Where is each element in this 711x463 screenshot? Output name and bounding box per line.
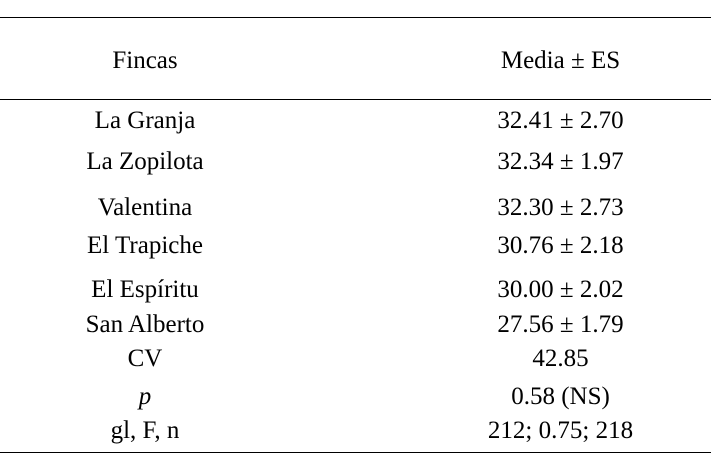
stat-label: CV bbox=[127, 345, 163, 372]
media-value: 30.00 ± 2.02 bbox=[497, 276, 624, 303]
table-row: La Granja 32.41 ± 2.70 bbox=[0, 104, 711, 138]
table-bottom-rule bbox=[0, 452, 711, 453]
finca-name: San Alberto bbox=[85, 311, 205, 338]
table-row: El Trapiche 30.76 ± 2.18 bbox=[0, 229, 711, 263]
stat-value: 0.58 (NS) bbox=[511, 383, 610, 410]
finca-name: El Espíritu bbox=[91, 276, 199, 303]
stat-label: gl, F, n bbox=[110, 417, 180, 444]
table-top-rule bbox=[0, 17, 711, 18]
media-value: 32.41 ± 2.70 bbox=[497, 107, 624, 134]
table-row-cv: CV 42.85 bbox=[0, 342, 711, 376]
media-value: 32.30 ± 2.73 bbox=[497, 194, 624, 221]
media-value: 32.34 ± 1.97 bbox=[497, 148, 624, 175]
table-row-gl-f-n: gl, F, n 212; 0.75; 218 bbox=[0, 414, 711, 448]
media-value: 27.56 ± 1.79 bbox=[497, 311, 624, 338]
finca-name: La Granja bbox=[94, 107, 196, 134]
table-row: San Alberto 27.56 ± 1.79 bbox=[0, 308, 711, 342]
table-row-p: p 0.58 (NS) bbox=[0, 380, 711, 414]
finca-name: La Zopilota bbox=[86, 148, 204, 175]
finca-name: Valentina bbox=[97, 194, 193, 221]
table-row: Valentina 32.30 ± 2.73 bbox=[0, 191, 711, 225]
header-fincas: Fincas bbox=[112, 47, 178, 74]
table-row: El Espíritu 30.00 ± 2.02 bbox=[0, 273, 711, 307]
header-media-es: Media ± ES bbox=[500, 47, 621, 74]
table-header-row: Fincas Media ± ES bbox=[0, 44, 711, 78]
media-value: 30.76 ± 2.18 bbox=[497, 232, 624, 259]
stat-value: 42.85 bbox=[532, 345, 589, 372]
table-row: La Zopilota 32.34 ± 1.97 bbox=[0, 145, 711, 179]
table-header-rule bbox=[0, 99, 711, 100]
finca-name: El Trapiche bbox=[87, 232, 203, 259]
stat-label: p bbox=[138, 383, 152, 410]
stat-value: 212; 0.75; 218 bbox=[487, 417, 634, 444]
